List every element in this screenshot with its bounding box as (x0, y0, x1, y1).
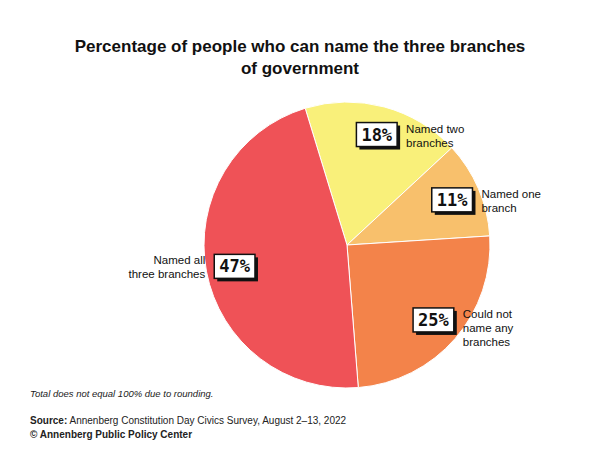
data-label: 25% (418, 310, 449, 330)
credit: © Annenberg Public Policy Center (30, 429, 192, 440)
pie-slice (347, 148, 490, 245)
background (0, 0, 600, 458)
label-box (356, 123, 397, 147)
data-label: 47% (219, 256, 250, 276)
label-box (214, 254, 255, 278)
chart: Percentage of people who can name the th… (0, 0, 600, 458)
labels: 18% Named twobranches 11% Named onebranch 25… (129, 123, 541, 348)
label-box (432, 188, 473, 212)
category-label: Named allthree branches (129, 254, 206, 280)
pie-slice (204, 108, 358, 388)
data-label: 11% (437, 190, 468, 210)
category-label: Named onebranch (481, 188, 540, 214)
category-label: Could notname anybranches (463, 308, 514, 348)
category-label: Named twobranches (406, 123, 464, 149)
note: Total does not equal 100% due to roundin… (30, 388, 213, 399)
source: Source: Annenberg Constitution Day Civic… (30, 415, 347, 426)
pie (204, 102, 490, 388)
data-label: 18% (361, 125, 392, 145)
title: Percentage of people who can name the th… (75, 37, 526, 78)
label-box (413, 308, 454, 332)
